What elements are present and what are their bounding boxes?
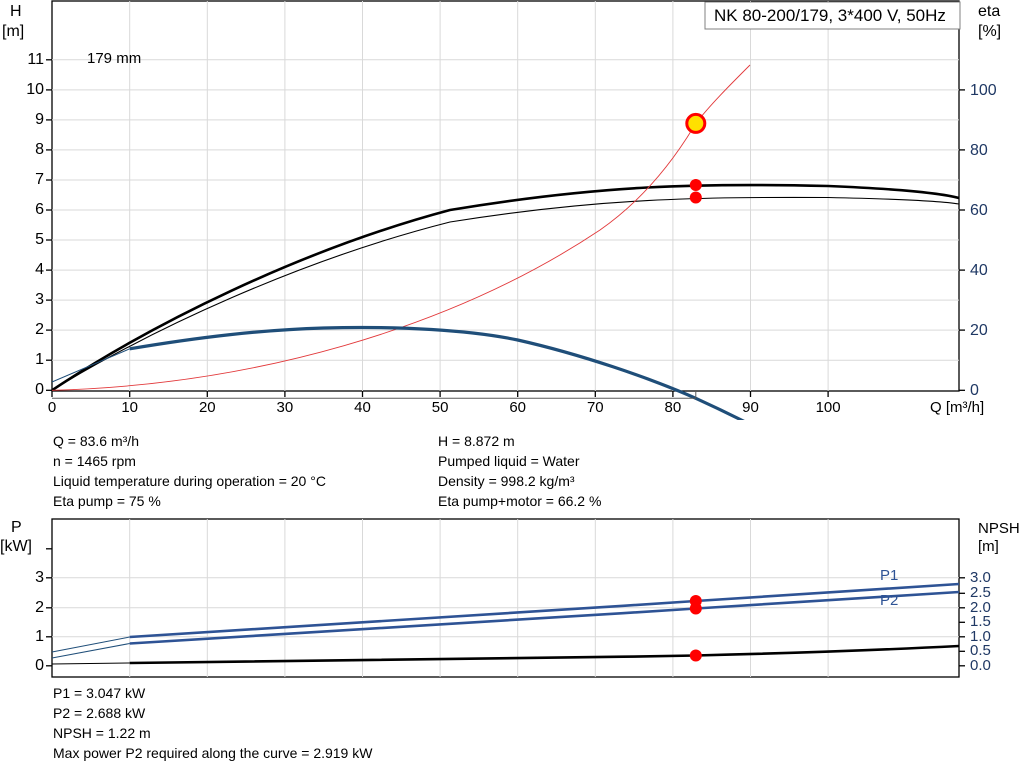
svg-text:20: 20 xyxy=(199,399,216,416)
svg-text:9: 9 xyxy=(35,111,44,128)
svg-text:10: 10 xyxy=(26,81,44,98)
svg-text:[m]: [m] xyxy=(978,538,999,555)
svg-text:30: 30 xyxy=(277,399,294,416)
svg-text:179 mm: 179 mm xyxy=(87,50,141,67)
svg-text:[m]: [m] xyxy=(2,23,24,40)
svg-text:1: 1 xyxy=(35,628,44,645)
svg-text:5: 5 xyxy=(35,231,44,248)
svg-text:3.0: 3.0 xyxy=(970,569,991,586)
svg-text:50: 50 xyxy=(432,399,449,416)
svg-text:1: 1 xyxy=(35,351,44,368)
svg-text:60: 60 xyxy=(970,202,988,219)
svg-text:2.5: 2.5 xyxy=(970,584,991,601)
svg-text:3: 3 xyxy=(35,291,44,308)
svg-text:11: 11 xyxy=(27,51,44,68)
svg-text:NPSH: NPSH xyxy=(978,520,1020,537)
svg-text:2.0: 2.0 xyxy=(970,599,991,616)
svg-text:H: H xyxy=(10,3,22,20)
svg-text:6: 6 xyxy=(35,201,44,218)
svg-text:70: 70 xyxy=(587,399,604,416)
svg-text:0.0: 0.0 xyxy=(970,657,991,674)
svg-text:[%]: [%] xyxy=(978,23,1001,40)
svg-text:2: 2 xyxy=(35,599,44,616)
svg-text:10: 10 xyxy=(121,399,138,416)
svg-text:1.0: 1.0 xyxy=(970,628,991,645)
svg-text:NK 80-200/179, 3*400 V, 50Hz: NK 80-200/179, 3*400 V, 50Hz xyxy=(714,6,946,25)
svg-text:100: 100 xyxy=(970,82,997,99)
svg-text:60: 60 xyxy=(509,399,526,416)
svg-text:4: 4 xyxy=(35,261,44,278)
svg-text:80: 80 xyxy=(665,399,682,416)
svg-text:P2: P2 xyxy=(880,592,898,609)
svg-text:0: 0 xyxy=(48,399,56,416)
svg-text:[kW]: [kW] xyxy=(0,538,32,555)
svg-text:eta: eta xyxy=(978,3,1000,20)
svg-text:2: 2 xyxy=(35,321,44,338)
svg-text:7: 7 xyxy=(35,171,44,188)
svg-text:P: P xyxy=(11,519,22,536)
svg-text:90: 90 xyxy=(742,399,759,416)
svg-text:P1: P1 xyxy=(880,567,898,584)
svg-text:20: 20 xyxy=(970,322,988,339)
svg-text:40: 40 xyxy=(354,399,371,416)
svg-text:8: 8 xyxy=(35,141,44,158)
svg-text:Q [m³/h]: Q [m³/h] xyxy=(930,399,984,416)
svg-text:0: 0 xyxy=(970,382,979,399)
svg-text:0: 0 xyxy=(35,657,44,674)
svg-text:40: 40 xyxy=(970,262,988,279)
svg-text:100: 100 xyxy=(816,399,841,416)
svg-text:3: 3 xyxy=(35,569,44,586)
svg-text:0: 0 xyxy=(35,381,44,398)
svg-text:80: 80 xyxy=(970,142,988,159)
